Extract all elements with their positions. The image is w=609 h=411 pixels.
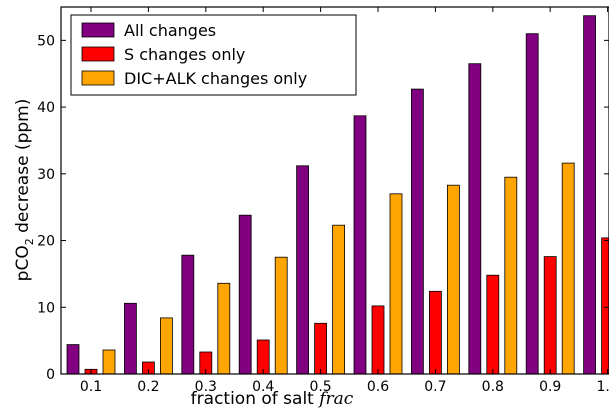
bar-s-changes-only-0.5 xyxy=(314,322,328,375)
y-tick-label-30: 30 xyxy=(37,167,55,183)
bar-all-changes-0.6 xyxy=(353,115,367,375)
x-tick-label-0.7: 0.7 xyxy=(424,379,446,395)
bar-s-changes-only-0.4 xyxy=(256,339,270,375)
bar-dic-alk-changes-only-0.8 xyxy=(504,176,518,375)
bar-dic-alk-changes-only-0.3 xyxy=(217,282,231,375)
bar-dic-alk-changes-only-0.9 xyxy=(561,162,575,375)
x-tick-label-0.2: 0.2 xyxy=(137,379,159,395)
bar-s-changes-only-0.6 xyxy=(371,305,385,375)
bar-dic-alk-changes-only-0.5 xyxy=(332,224,346,375)
bar-dic-alk-changes-only-0.1 xyxy=(102,349,116,375)
plot-frame xyxy=(60,6,609,375)
bar-s-changes-only-0.7 xyxy=(428,290,442,375)
legend-label-dic-alk-changes: DIC+ALK changes only xyxy=(124,69,307,88)
legend: All changes S changes only DIC+ALK chang… xyxy=(70,14,357,96)
x-tick-label-0.6: 0.6 xyxy=(367,379,389,395)
y-tick-label-20: 20 xyxy=(37,234,55,250)
bar-all-changes-1.0 xyxy=(583,15,596,375)
bar-all-changes-0.2 xyxy=(124,302,137,375)
x-tick-label-0.3: 0.3 xyxy=(195,379,217,395)
legend-label-s-changes: S changes only xyxy=(124,45,245,64)
y-axis-label-subscript: 2 xyxy=(23,238,36,245)
x-tick-label-0.5: 0.5 xyxy=(309,379,331,395)
x-tick-label-0.1: 0.1 xyxy=(80,379,102,395)
y-tick-label-50: 50 xyxy=(37,33,55,49)
y-tick-label-0: 0 xyxy=(46,367,55,383)
x-tick-label-0.8: 0.8 xyxy=(482,379,504,395)
legend-box xyxy=(70,14,357,96)
ticks-layer: 0.1 0.2 0.3 0.4 0.5 0.6 0.7 0.8 0.9 1.0 0 10 20 30 40 5… xyxy=(37,7,609,395)
bar-all-changes-0.1 xyxy=(66,344,80,375)
legend-swatch-dic-alk-changes xyxy=(81,70,115,86)
bar-all-changes-0.8 xyxy=(468,63,482,375)
bar-dic-alk-changes-only-0.6 xyxy=(389,193,403,375)
x-tick-label-1.0: 1.0 xyxy=(596,379,609,395)
bar-dic-alk-changes-only-0.7 xyxy=(446,184,460,375)
x-tick-label-0.9: 0.9 xyxy=(539,379,561,395)
bar-all-changes-0.3 xyxy=(181,254,195,375)
bar-all-changes-0.7 xyxy=(410,88,424,375)
bars-layer xyxy=(66,15,609,375)
bar-dic-alk-changes-only-0.2 xyxy=(159,317,173,375)
x-axis-label: fraction of salt frac xyxy=(191,389,354,409)
x-tick-label-0.4: 0.4 xyxy=(252,379,274,395)
legend-swatch-s-changes xyxy=(81,46,115,62)
y-tick-label-40: 40 xyxy=(37,100,55,116)
legend-swatch-all-changes xyxy=(81,22,115,38)
bar-s-changes-only-0.8 xyxy=(486,274,500,375)
bar-dic-alk-changes-only-0.4 xyxy=(274,256,288,375)
y-tick-label-10: 10 xyxy=(37,300,55,316)
y-axis-label: pCO2 decrease (ppm) xyxy=(13,99,36,282)
bar-all-changes-0.4 xyxy=(238,214,252,375)
legend-label-all-changes: All changes xyxy=(124,21,216,40)
bar-s-changes-only-0.9 xyxy=(543,256,557,375)
bar-all-changes-0.9 xyxy=(525,33,539,375)
bar-s-changes-only-1.0 xyxy=(601,237,609,375)
bar-all-changes-0.5 xyxy=(296,165,310,375)
